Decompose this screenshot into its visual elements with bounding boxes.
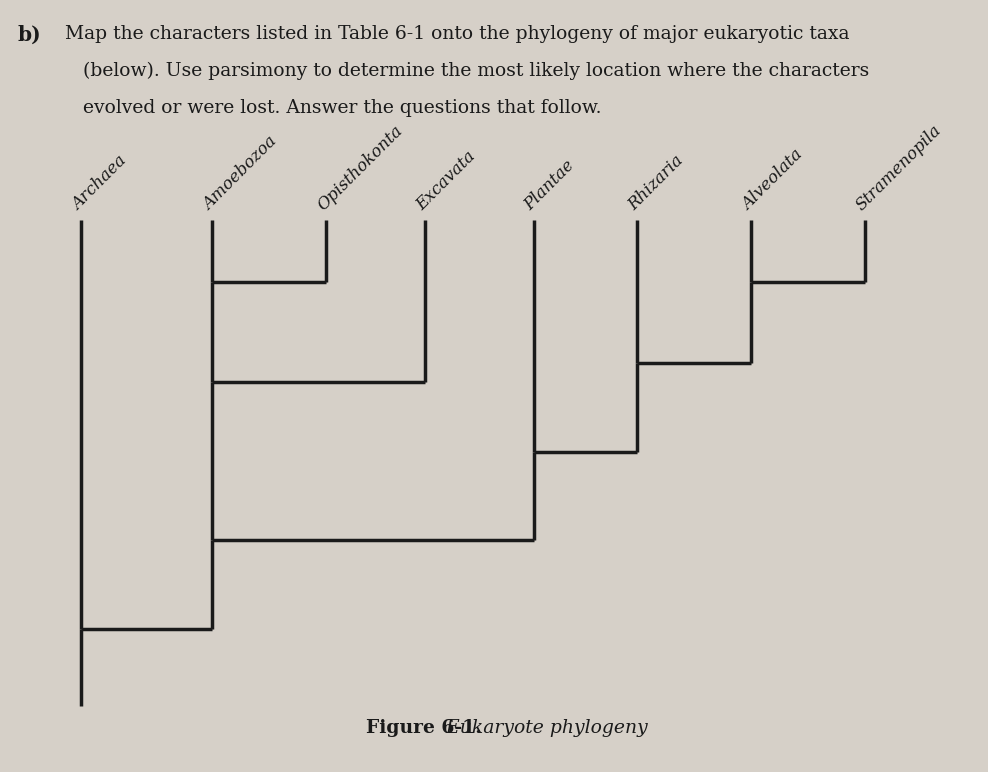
Text: Plantae: Plantae — [522, 157, 578, 214]
Text: Eukaryote phylogeny: Eukaryote phylogeny — [440, 720, 647, 737]
Text: Alveolata: Alveolata — [739, 147, 806, 214]
Text: Figure 6-1.: Figure 6-1. — [366, 720, 481, 737]
Text: (below). Use parsimony to determine the most likely location where the character: (below). Use parsimony to determine the … — [59, 62, 869, 80]
Text: evolved or were lost. Answer the questions that follow.: evolved or were lost. Answer the questio… — [59, 99, 602, 117]
Text: Archaea: Archaea — [69, 153, 130, 214]
Text: Rhizaria: Rhizaria — [625, 152, 687, 214]
Text: Stramenopila: Stramenopila — [853, 121, 945, 214]
Text: Opisthokonta: Opisthokonta — [314, 122, 406, 214]
Text: Excavata: Excavata — [413, 147, 479, 214]
Text: b): b) — [18, 25, 41, 45]
Text: Amoebozoa: Amoebozoa — [201, 134, 281, 214]
Text: Map the characters listed in Table 6-1 onto the phylogeny of major eukaryotic ta: Map the characters listed in Table 6-1 o… — [59, 25, 850, 42]
